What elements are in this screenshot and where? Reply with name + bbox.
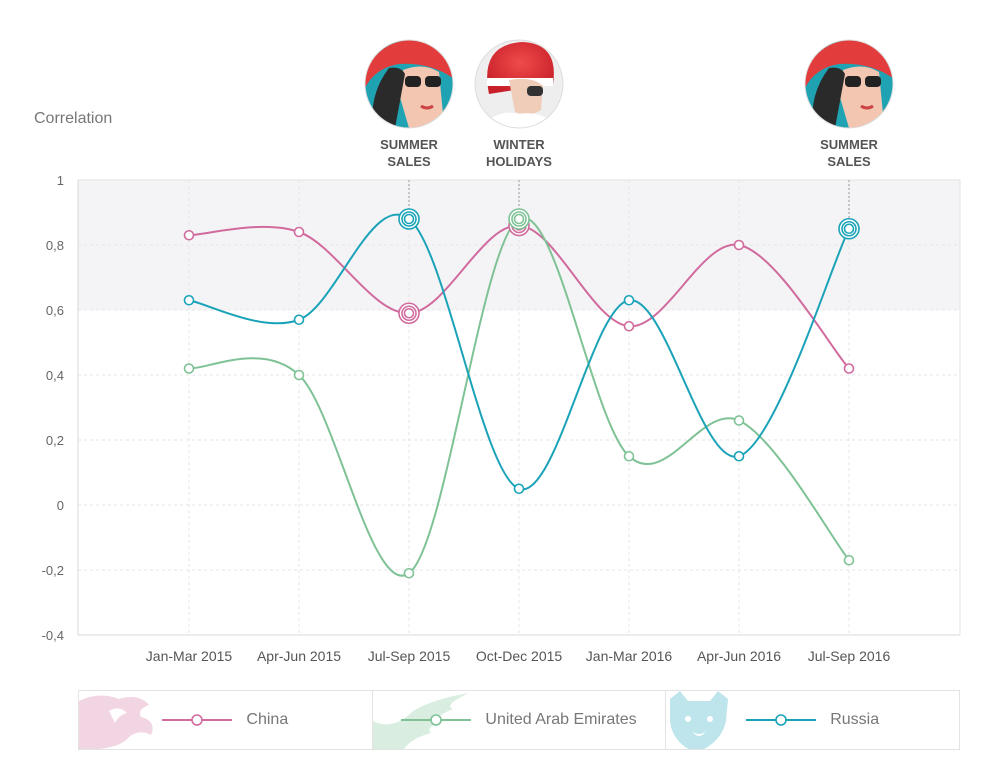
- summer-avatar: [804, 39, 894, 129]
- avatar-border: [804, 39, 894, 129]
- sunglass-right: [865, 76, 881, 87]
- x-tick-label: Apr-Jun 2016: [697, 648, 781, 664]
- legend: China United Arab Emirates Russia: [78, 690, 960, 750]
- hat: [365, 40, 453, 88]
- avatar-border: [364, 39, 454, 129]
- data-point-russia: [403, 213, 415, 225]
- legend-marker-china: [162, 714, 233, 726]
- sunglass-left: [845, 76, 861, 87]
- winter-avatar: [474, 39, 564, 129]
- legend-item-china[interactable]: China: [79, 691, 373, 749]
- y-tick-label: -0,2: [42, 563, 64, 578]
- bear-icon: [670, 691, 729, 749]
- hat: [805, 40, 893, 88]
- x-tick-label: Jan-Mar 2015: [146, 648, 233, 664]
- annotation-label-line1: SUMMER: [380, 137, 438, 152]
- annotation-label-line2: SALES: [387, 154, 431, 169]
- data-point-united-arab-emirates: [293, 369, 305, 381]
- data-point-united-arab-emirates: [183, 363, 195, 374]
- avatar-border: [474, 39, 564, 129]
- x-tick-label: Jul-Sep 2016: [808, 648, 891, 664]
- annotation-label-line1: WINTER: [493, 137, 545, 152]
- annotation-label-line2: SALES: [827, 154, 871, 169]
- y-tick-label: 0,2: [46, 433, 64, 448]
- data-point-china: [293, 226, 305, 238]
- data-point-russia: [733, 450, 745, 462]
- annotation-label-line1: SUMMER: [820, 137, 878, 152]
- y-tick-label: 0: [57, 498, 64, 513]
- x-tick-label: Apr-Jun 2015: [257, 648, 341, 664]
- annotations: SUMMER SALES WINTER HOLIDAYS SUMMER SALES: [364, 39, 894, 169]
- hair: [812, 67, 845, 128]
- x-tick-label: Oct-Dec 2015: [476, 648, 563, 664]
- legend-label-uae: United Arab Emirates: [485, 711, 637, 728]
- data-point-china: [403, 307, 415, 319]
- data-point-united-arab-emirates: [843, 554, 855, 566]
- x-tick-label: Jan-Mar 2016: [586, 648, 673, 664]
- line-chart: 1 0,8 0,6 0,4 0,2 0 -0,2 -0,4 Jan-Mar 2015 Apr-Ju…: [42, 39, 961, 664]
- lips: [420, 104, 434, 110]
- legend-marker-russia: [746, 714, 817, 726]
- sunglasses: [527, 86, 543, 96]
- dragon-icon: [79, 695, 153, 749]
- lips: [860, 104, 874, 110]
- data-point-united-arab-emirates: [733, 415, 745, 426]
- legend-label-russia: Russia: [830, 711, 880, 728]
- sunglass-left: [405, 76, 421, 87]
- legend-item-russia[interactable]: Russia: [666, 691, 959, 749]
- avatar-clip: [805, 40, 893, 128]
- data-point-united-arab-emirates: [513, 213, 525, 225]
- series-points: [183, 208, 860, 579]
- data-point-united-arab-emirates: [403, 567, 415, 579]
- y-tick-label: 0,4: [46, 368, 64, 383]
- data-point-china: [733, 239, 745, 251]
- data-point-russia: [513, 483, 525, 495]
- y-tick-label: 0,6: [46, 303, 64, 318]
- avatar-clip: [365, 40, 453, 128]
- data-point-russia: [843, 223, 855, 235]
- y-tick-label: 0,8: [46, 238, 64, 253]
- data-point-china: [183, 229, 195, 241]
- data-point-china: [623, 320, 635, 332]
- legend-item-uae[interactable]: United Arab Emirates: [372, 691, 667, 749]
- data-point-russia: [183, 294, 195, 306]
- hair: [372, 67, 405, 128]
- data-point-china: [843, 363, 855, 374]
- summer-avatar: [364, 39, 454, 129]
- sunglass-right: [425, 76, 441, 87]
- annotation-label-line2: HOLIDAYS: [486, 154, 552, 169]
- x-tick-label: Jul-Sep 2015: [368, 648, 451, 664]
- data-point-russia: [293, 314, 305, 326]
- y-tick-label: -0,4: [42, 628, 64, 643]
- data-point-russia: [623, 294, 635, 306]
- legend-marker-uae: [401, 714, 472, 726]
- y-tick-label: 1: [57, 173, 64, 188]
- legend-label-china: China: [246, 711, 289, 728]
- y-axis-title: Correlation: [34, 110, 113, 127]
- data-point-united-arab-emirates: [623, 450, 635, 462]
